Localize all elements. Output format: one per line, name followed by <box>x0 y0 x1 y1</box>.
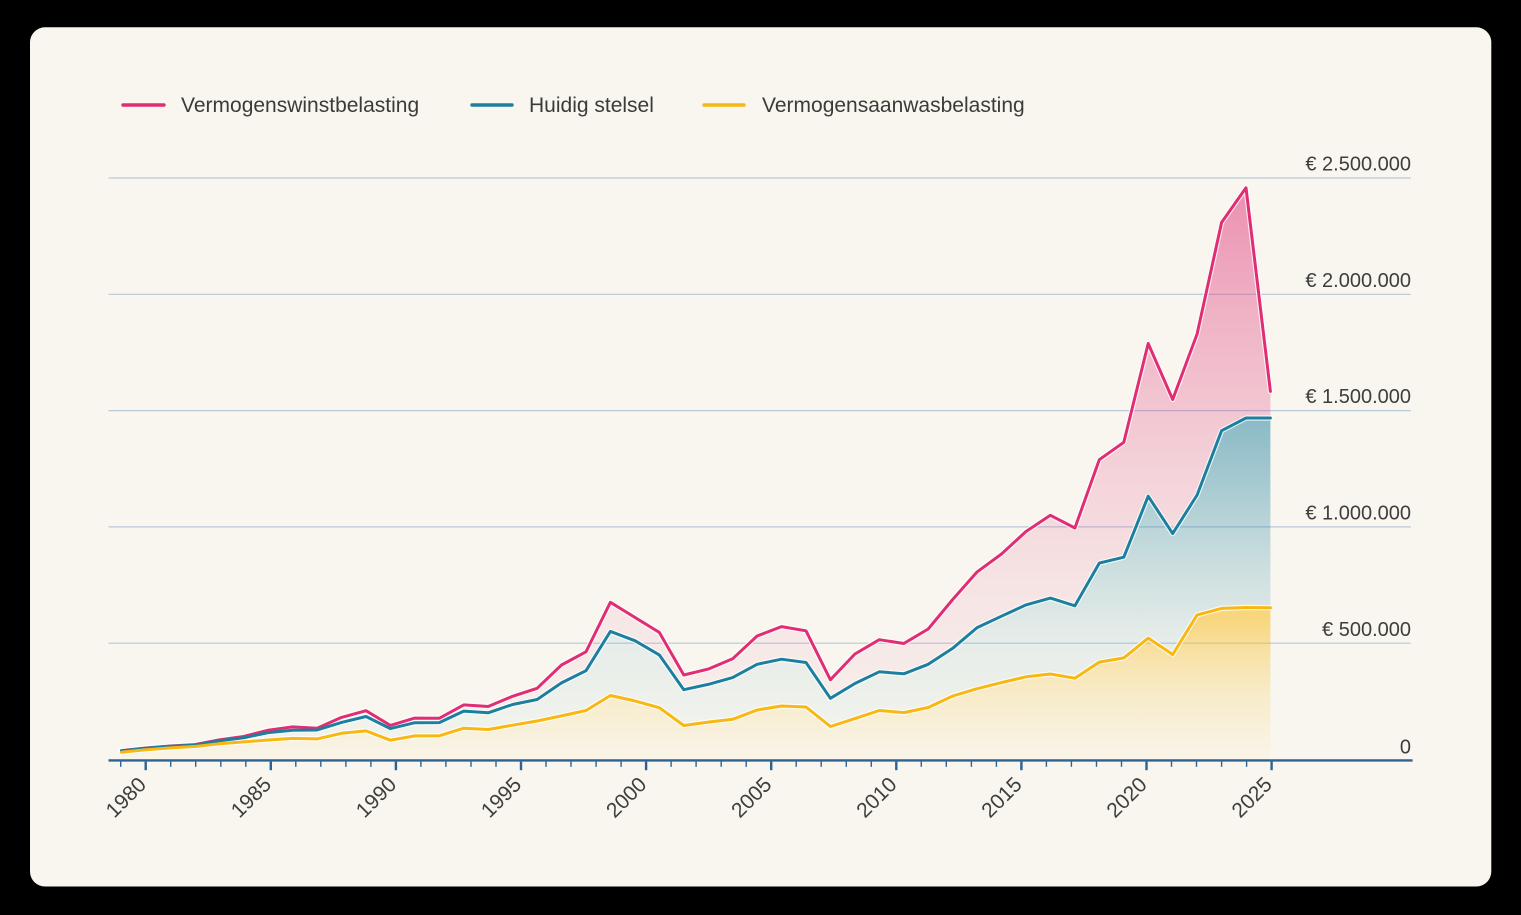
svg-text:Vermogensaanwasbelasting: Vermogensaanwasbelasting <box>762 94 1025 117</box>
svg-text:€ 1.000.000: € 1.000.000 <box>1305 503 1411 525</box>
svg-text:€ 500.000: € 500.000 <box>1322 619 1411 641</box>
svg-text:0: 0 <box>1400 736 1411 758</box>
svg-text:€ 2.000.000: € 2.000.000 <box>1305 270 1411 292</box>
svg-text:€ 1.500.000: € 1.500.000 <box>1305 386 1411 408</box>
svg-text:Vermogenswinstbelasting: Vermogenswinstbelasting <box>181 94 419 117</box>
svg-text:€ 2.500.000: € 2.500.000 <box>1305 154 1411 176</box>
svg-text:Huidig stelsel: Huidig stelsel <box>529 94 654 117</box>
